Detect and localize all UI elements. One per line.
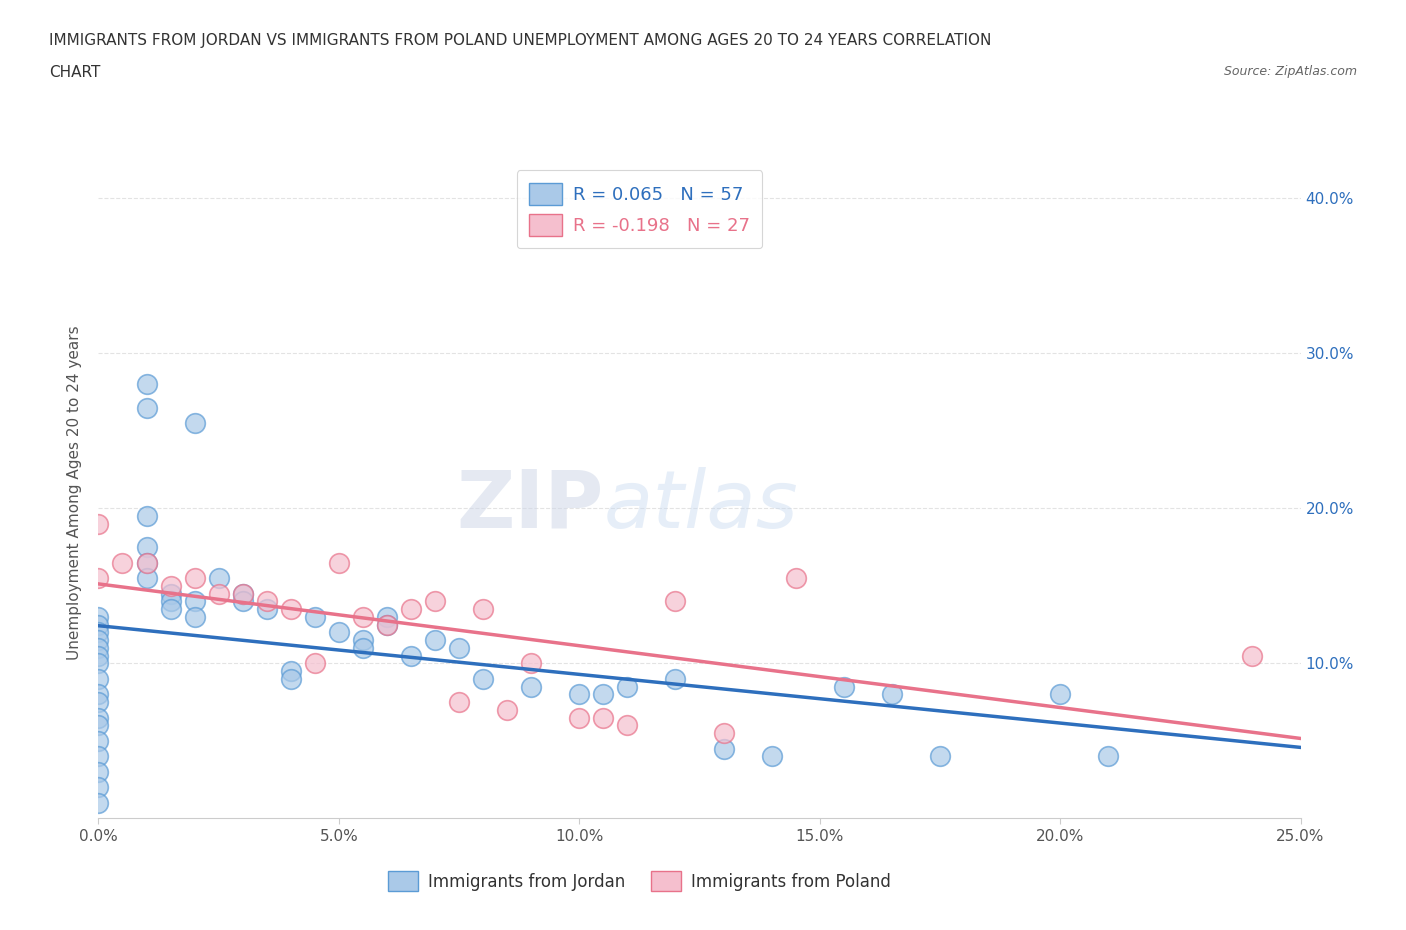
Point [232, 594, 254, 609]
Point [304, 609, 326, 624]
Point [568, 711, 591, 725]
Point [496, 702, 519, 717]
Point [447, 641, 470, 656]
Point [135, 539, 157, 554]
Point [87, 780, 110, 795]
Point [352, 632, 374, 647]
Point [135, 555, 157, 570]
Point [664, 594, 686, 609]
Text: ZIP: ZIP [456, 467, 603, 545]
Point [135, 400, 157, 415]
Point [1241, 648, 1264, 663]
Point [472, 671, 495, 686]
Point [87, 718, 110, 733]
Point [87, 764, 110, 779]
Point [616, 679, 638, 694]
Point [87, 625, 110, 640]
Point [423, 632, 446, 647]
Point [87, 571, 110, 586]
Point [87, 687, 110, 702]
Point [135, 377, 157, 392]
Point [87, 734, 110, 749]
Point [87, 795, 110, 810]
Point [520, 679, 543, 694]
Point [87, 516, 110, 531]
Point [399, 648, 422, 663]
Point [761, 749, 783, 764]
Point [232, 586, 254, 601]
Point [592, 711, 614, 725]
Point [87, 648, 110, 663]
Point [256, 602, 278, 617]
Point [304, 656, 326, 671]
Point [713, 741, 735, 756]
Point [520, 656, 543, 671]
Point [832, 679, 855, 694]
Point [87, 749, 110, 764]
Point [87, 656, 110, 671]
Point [328, 625, 350, 640]
Point [87, 618, 110, 632]
Point [880, 687, 903, 702]
Point [208, 571, 231, 586]
Point [664, 671, 686, 686]
Point [87, 641, 110, 656]
Point [280, 602, 302, 617]
Point [423, 594, 446, 609]
Point [159, 578, 181, 593]
Text: IMMIGRANTS FROM JORDAN VS IMMIGRANTS FROM POLAND UNEMPLOYMENT AMONG AGES 20 TO 2: IMMIGRANTS FROM JORDAN VS IMMIGRANTS FRO… [49, 33, 991, 47]
Point [352, 609, 374, 624]
Point [256, 594, 278, 609]
Point [87, 632, 110, 647]
Point [399, 602, 422, 617]
Text: Source: ZipAtlas.com: Source: ZipAtlas.com [1223, 65, 1357, 78]
Point [87, 671, 110, 686]
Point [87, 711, 110, 725]
Point [232, 586, 254, 601]
Point [568, 687, 591, 702]
Point [616, 718, 638, 733]
Point [352, 641, 374, 656]
Point [87, 609, 110, 624]
Point [785, 571, 807, 586]
Point [928, 749, 950, 764]
Point [87, 695, 110, 710]
Point [135, 555, 157, 570]
Point [183, 609, 205, 624]
Point [183, 594, 205, 609]
Point [159, 602, 181, 617]
Point [328, 555, 350, 570]
Point [280, 664, 302, 679]
Text: CHART: CHART [49, 65, 101, 80]
Point [1097, 749, 1119, 764]
Point [135, 571, 157, 586]
Point [375, 618, 398, 632]
Point [135, 509, 157, 524]
Point [183, 571, 205, 586]
Point [472, 602, 495, 617]
Y-axis label: Unemployment Among Ages 20 to 24 years: Unemployment Among Ages 20 to 24 years [67, 326, 83, 660]
Point [375, 618, 398, 632]
Point [713, 725, 735, 740]
Point [183, 416, 205, 431]
Point [159, 594, 181, 609]
Point [1049, 687, 1071, 702]
Text: atlas: atlas [603, 467, 799, 545]
Legend: Immigrants from Jordan, Immigrants from Poland: Immigrants from Jordan, Immigrants from … [378, 861, 900, 901]
Point [280, 671, 302, 686]
Point [208, 586, 231, 601]
Point [447, 695, 470, 710]
Point [111, 555, 134, 570]
Point [375, 609, 398, 624]
Point [159, 586, 181, 601]
Point [592, 687, 614, 702]
